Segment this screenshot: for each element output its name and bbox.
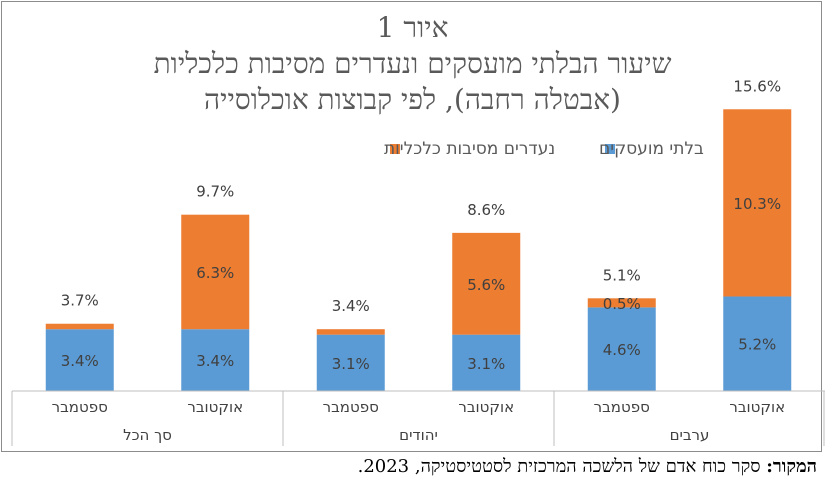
bar-absent [45,323,114,330]
x-tick-label-month: ספטמבר [323,398,379,416]
legend-label-absent: נעדרים מסיבות כלכליות [384,139,555,159]
chart-title-line-3: (אבטלה רחבה), לפי קבוצות אוכלוסייה [204,83,621,116]
data-label-unemployed: 5.2% [738,336,776,354]
data-label-unemployed: 3.1% [467,355,505,373]
legend-swatch-unemployed [605,144,615,154]
total-label: 5.1% [603,266,641,284]
bar-absent [316,329,385,335]
bar-unemployed [723,296,792,391]
source-text: סקר כוח אדם של הלשכה המרכזית לסטטיסטיקה,… [357,456,761,477]
x-group-label: ערבים [670,426,710,444]
data-label-unemployed: 3.4% [61,352,99,370]
total-label: 3.4% [332,297,370,315]
data-label-unemployed: 3.4% [196,352,234,370]
data-label-unemployed: 4.6% [603,341,641,359]
data-label-absent: 10.3% [733,195,781,213]
source-label: המקור: [766,456,817,477]
total-label: 3.7% [61,292,99,310]
bar-unemployed [587,307,656,391]
data-label-absent: 6.3% [196,264,234,282]
legend-swatch-absent [390,144,400,154]
x-tick-label-month: אוקטובר [729,398,785,416]
chart-frame [1,1,822,452]
bar-unemployed [181,329,250,391]
chart-title-line-2: שיעור הבלתי מועסקים ונעדרים מסיבות כלכלי… [153,47,672,80]
x-tick-label-month: אוקטובר [187,398,243,416]
bar-unemployed [45,329,114,391]
total-label: 15.6% [733,77,781,95]
total-label: 8.6% [467,201,505,219]
data-label-unemployed: 3.1% [332,355,370,373]
data-label-absent: 0.5% [603,295,641,313]
bar-absent [181,214,250,330]
x-group-label: סך הכל [123,426,172,444]
stacked-bar-chart: בלתי מועסקים נעדרים מסיבות כלכליות 5.2% 10.… [11,77,825,446]
bar-absent [723,109,792,297]
bar-unemployed [316,334,385,391]
x-tick-label-month: אוקטובר [458,398,514,416]
total-label: 9.7% [196,183,234,201]
bar-absent [452,232,521,335]
bar-unemployed [452,334,521,391]
x-tick-label-month: ספטמבר [52,398,108,416]
bar-absent [587,298,656,308]
chart-title-line-1: איור 1 [376,11,449,44]
x-group-label: יהודים [399,426,438,444]
x-tick-label-month: ספטמבר [594,398,650,416]
legend-label-unemployed: בלתי מועסקים [599,139,704,159]
data-label-absent: 5.6% [467,276,505,294]
source-note: המקור: סקר כוח אדם של הלשכה המרכזית לסטט… [358,456,817,477]
